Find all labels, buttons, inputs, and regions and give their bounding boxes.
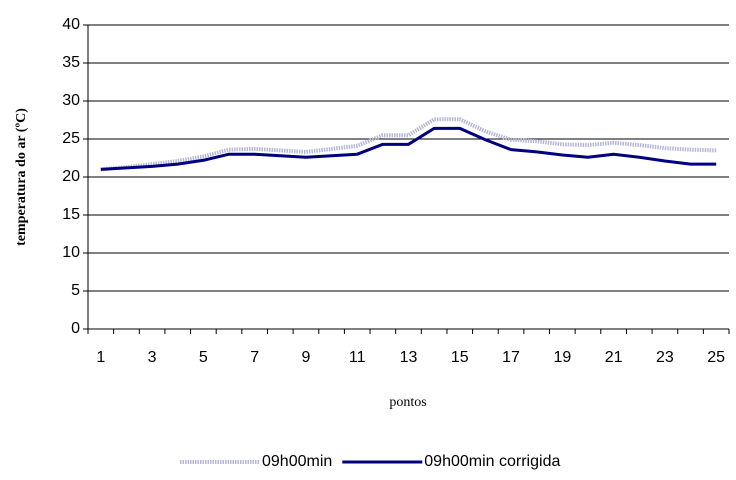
x-axis-label: pontos: [389, 395, 426, 410]
y-axis-label: temperatura do ar (ºC): [14, 108, 29, 246]
x-tick-label: 21: [605, 349, 623, 366]
y-tick-label: 15: [62, 206, 80, 223]
line-series: [100, 117, 717, 172]
legend-label: 09h00min: [262, 453, 332, 470]
x-tick-label: 11: [349, 349, 366, 366]
y-tick-label: 20: [62, 168, 80, 185]
y-tick-label: 25: [62, 130, 80, 147]
y-tick-label: 40: [62, 16, 80, 33]
x-tick-label: 15: [451, 349, 469, 366]
x-tick-label: 13: [400, 349, 418, 366]
line-series: [100, 126, 717, 171]
x-tick-label: 3: [148, 349, 157, 366]
x-tick-label: 25: [707, 349, 725, 366]
x-tick-label: 5: [199, 349, 208, 366]
x-tick-label: 17: [502, 349, 520, 366]
x-tick-label: 1: [96, 349, 105, 366]
x-tick-label: 7: [250, 349, 259, 366]
y-tick-label: 5: [71, 282, 80, 299]
y-tick-label: 0: [71, 320, 80, 337]
x-tick-label: 9: [301, 349, 310, 366]
y-tick-label: 10: [62, 244, 80, 261]
x-tick-label: 19: [553, 349, 571, 366]
y-tick-label: 35: [62, 54, 80, 71]
y-tick-label: 30: [62, 92, 80, 109]
x-tick-label: 23: [656, 349, 674, 366]
legend-label: 09h00min corrigida: [424, 453, 560, 470]
